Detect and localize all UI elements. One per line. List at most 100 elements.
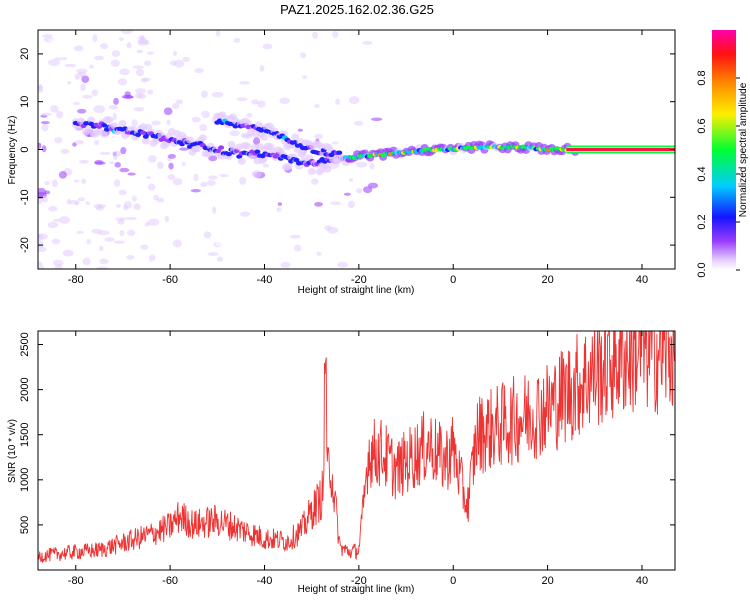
heatmap-speckle (134, 92, 144, 99)
heatmap-speckle (170, 205, 181, 210)
heatmap-speckle (163, 107, 173, 116)
heatmap-speckle (246, 113, 253, 118)
heatmap-speckle (93, 139, 100, 146)
snr-frame (37, 330, 676, 571)
heatmap-speckle (300, 52, 307, 59)
heatmap-speckle (168, 212, 176, 220)
colorbar: 0.0 0.2 0.4 0.6 0.8 Normalized spectral ampl… (696, 30, 749, 278)
x-tick-label: -40 (257, 274, 273, 286)
heatmap-speckle (171, 103, 180, 110)
heatmap-speckle (77, 197, 86, 202)
heatmap-speckle (51, 31, 59, 36)
heatmap-speckle (99, 258, 109, 265)
heatmap-speckle (112, 150, 122, 157)
heatmap-speckle (113, 240, 125, 245)
heatmap-speckle (366, 72, 373, 81)
y-tick-label: 1000 (19, 468, 31, 492)
heatmap-speckle (52, 259, 64, 266)
x-tick-label: -60 (162, 575, 178, 587)
heatmap-halo (198, 134, 207, 142)
heatmap-halo (227, 141, 236, 149)
heatmap-speckle (77, 71, 87, 76)
heatmap-speckle (182, 56, 190, 63)
heatmap-speckle (238, 81, 251, 85)
heatmap-speckle (133, 203, 141, 211)
heatmap-speckle (369, 162, 375, 170)
heatmap-speckle (211, 91, 224, 98)
heatmap-speckle (200, 181, 208, 188)
heatmap-speckle (114, 161, 121, 168)
x-tick-label: 20 (541, 575, 553, 587)
heatmap-halo (237, 157, 246, 165)
heatmap-speckle (78, 159, 89, 164)
heatmap-speckle (113, 179, 121, 187)
heatmap-speckle (327, 226, 339, 234)
heatmap-speckle (156, 197, 165, 203)
heatmap-speckle (51, 238, 61, 245)
heatmap-halo (118, 119, 127, 127)
heatmap-speckle (194, 68, 204, 74)
heatmap-speckle (239, 176, 247, 185)
heatmap-cell (218, 145, 225, 150)
heatmap-line-core (566, 148, 675, 151)
heatmap-halo (307, 167, 316, 175)
heatmap-speckle (109, 161, 115, 165)
spectrogram-x-ticks: -80 -60 -40 -20 0 20 40 (68, 30, 648, 286)
heatmap-speckle (73, 179, 80, 183)
heatmap-cell (140, 130, 147, 135)
y-tick-label: 0 (19, 146, 31, 152)
heatmap-speckle (314, 133, 323, 140)
heatmap-speckle (147, 218, 160, 226)
heatmap-speckle (172, 239, 182, 248)
heatmap-speckle (190, 188, 201, 193)
heatmap-speckle (48, 205, 58, 212)
heatmap-cell (254, 149, 261, 154)
heatmap-halo (260, 133, 269, 141)
heatmap-speckle (104, 237, 115, 242)
heatmap-speckle (118, 37, 124, 41)
heatmap-halo (243, 142, 252, 150)
heatmap-halo (193, 144, 202, 152)
heatmap-speckle (356, 187, 363, 194)
heatmap-speckle (166, 119, 171, 126)
heatmap-halo (84, 126, 93, 134)
heatmap-speckle (123, 200, 132, 209)
heatmap-speckle (50, 104, 59, 113)
heatmap-speckle (201, 110, 210, 119)
heatmap-speckle (127, 172, 136, 176)
heatmap-speckle (135, 68, 145, 77)
heatmap-speckle (48, 59, 60, 67)
heatmap-speckle (99, 43, 109, 50)
heatmap-speckle (91, 89, 99, 97)
heatmap-speckle (120, 30, 133, 34)
spectrogram-panel: -80 -60 -40 -20 0 20 40 -20 -10 0 10 20 Height of … (7, 29, 676, 296)
heatmap-speckle (348, 178, 354, 182)
heatmap-speckle (144, 221, 151, 227)
snr-background (38, 331, 675, 570)
heatmap-speckle (67, 80, 72, 85)
heatmap-speckle (86, 238, 91, 245)
heatmap-speckle (85, 201, 90, 206)
heatmap-cell (101, 123, 108, 128)
heatmap-speckle (262, 163, 270, 168)
colorbar-tick-label: 0.0 (696, 262, 708, 277)
heatmap-speckle (110, 59, 120, 67)
heatmap-speckle (38, 233, 44, 241)
heatmap-speckle (239, 211, 251, 217)
heatmap-speckle (119, 68, 130, 76)
heatmap-speckle (133, 107, 145, 112)
heatmap-speckle (168, 162, 174, 170)
heatmap-speckle (131, 119, 138, 128)
heatmap-speckle (164, 215, 170, 223)
heatmap-speckle (290, 234, 301, 239)
heatmap-speckle (354, 120, 364, 126)
heatmap-speckle (54, 136, 63, 144)
heatmap-speckle (143, 60, 152, 66)
heatmap-speckle (262, 43, 273, 50)
heatmap-speckle (88, 64, 94, 69)
heatmap-speckle (208, 175, 218, 180)
heatmap-speckle (343, 192, 351, 196)
heatmap-speckle (271, 206, 278, 214)
heatmap-halo (335, 155, 344, 163)
heatmap-speckle (115, 204, 121, 208)
